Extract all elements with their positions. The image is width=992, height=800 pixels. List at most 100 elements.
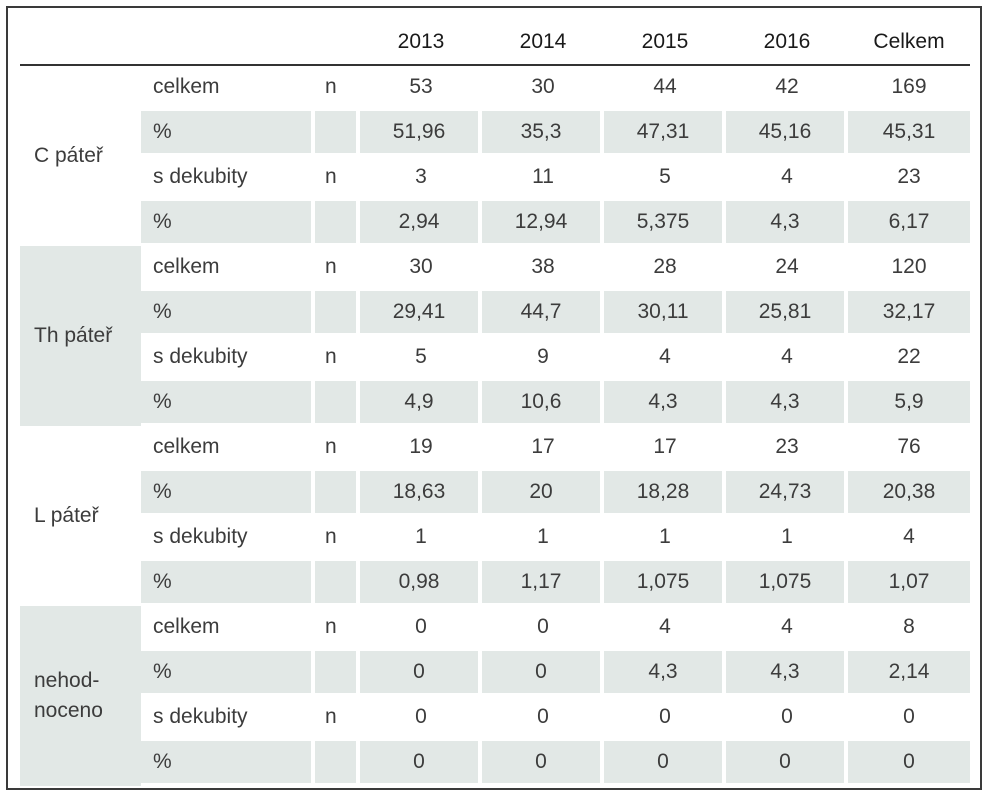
table-row: s dekubity n 1 1 1 1 4: [20, 516, 970, 561]
header-row: 2013 2014 2015 2016 Celkem: [20, 20, 970, 66]
cell-value: 23: [726, 426, 848, 471]
cell-value: 53: [360, 66, 482, 111]
cell-value: 4,3: [604, 651, 726, 696]
cell-value: 10,6: [482, 381, 604, 426]
row-unit: n: [315, 696, 360, 741]
row-unit: [315, 471, 360, 516]
header-total: Celkem: [848, 20, 970, 66]
table-row: % 51,96 35,3 47,31 45,16 45,31: [20, 111, 970, 156]
group-name: Th páteř: [20, 246, 141, 426]
table-frame: 2013 2014 2015 2016 Celkem C páteř celkem…: [6, 6, 982, 790]
cell-value: 4: [726, 156, 848, 201]
cell-value: 2,14: [848, 651, 970, 696]
cell-value: 1: [482, 516, 604, 561]
header-year-2015: 2015: [604, 20, 726, 66]
cell-value: 1: [360, 516, 482, 561]
cell-value: 24,73: [726, 471, 848, 516]
cell-value: 0: [482, 606, 604, 651]
header-year-2013: 2013: [360, 20, 482, 66]
table-row: Th páteř celkem n 30 38 28 24 120: [20, 246, 970, 426]
row-unit: n: [315, 246, 360, 291]
cell-value: 0: [726, 741, 848, 786]
cell-value: 0: [482, 696, 604, 741]
cell-value: 4,9: [360, 381, 482, 426]
cell-value: 24: [726, 246, 848, 291]
cell-value: 6,17: [848, 201, 970, 246]
cell-value: 1,075: [604, 561, 726, 606]
row-label: s dekubity: [141, 336, 315, 381]
cell-value: 0: [848, 696, 970, 741]
cell-value: 0: [604, 741, 726, 786]
cell-value: 23: [848, 156, 970, 201]
header-year-2014: 2014: [482, 20, 604, 66]
cell-value: 4,3: [726, 651, 848, 696]
cell-value: 30,11: [604, 291, 726, 336]
cell-value: 2,94: [360, 201, 482, 246]
table-row: s dekubity n 0 0 0 0 0: [20, 696, 970, 741]
cell-value: 30: [482, 66, 604, 111]
group-name: C páteř: [34, 143, 103, 167]
row-label: celkem: [141, 246, 315, 291]
cell-value: 1,07: [848, 561, 970, 606]
cell-value: 5: [604, 156, 726, 201]
table-row: % 0,98 1,17 1,075 1,075 1,07: [20, 561, 970, 606]
row-label: %: [141, 381, 315, 426]
row-label: %: [141, 561, 315, 606]
cell-value: 4: [604, 606, 726, 651]
cell-value: 5,9: [848, 381, 970, 426]
cell-value: 35,3: [482, 111, 604, 156]
cell-value: 25,81: [726, 291, 848, 336]
cell-value: 17: [604, 426, 726, 471]
cell-value: 4: [726, 336, 848, 381]
cell-value: 4,3: [726, 381, 848, 426]
cell-value: 38: [482, 246, 604, 291]
header-group: [20, 20, 141, 66]
cell-value: 5: [360, 336, 482, 381]
row-label: %: [141, 651, 315, 696]
cell-value: 4: [726, 606, 848, 651]
cell-value: 12,94: [482, 201, 604, 246]
cell-value: 51,96: [360, 111, 482, 156]
cell-value: 0: [360, 741, 482, 786]
cell-value: 44,7: [482, 291, 604, 336]
row-label: %: [141, 471, 315, 516]
cell-value: 47,31: [604, 111, 726, 156]
table-row: % 4,9 10,6 4,3 4,3 5,9: [20, 381, 970, 426]
cell-value: 0: [726, 696, 848, 741]
cell-value: 30: [360, 246, 482, 291]
cell-value: 1: [726, 516, 848, 561]
table-row: % 18,63 20 18,28 24,73 20,38: [20, 471, 970, 516]
row-unit: n: [315, 516, 360, 561]
cell-value: 28: [604, 246, 726, 291]
group-name: L páteř: [34, 503, 99, 527]
row-label: %: [141, 111, 315, 156]
row-unit: [315, 201, 360, 246]
cell-value: 42: [726, 66, 848, 111]
cell-value: 4: [848, 516, 970, 561]
row-unit: n: [315, 606, 360, 651]
row-unit: n: [315, 156, 360, 201]
row-unit: [315, 111, 360, 156]
data-table: 2013 2014 2015 2016 Celkem C páteř celkem…: [20, 20, 970, 786]
row-label: %: [141, 291, 315, 336]
group-name-line: noceno: [34, 699, 103, 722]
cell-value: 45,16: [726, 111, 848, 156]
cell-value: 8: [848, 606, 970, 651]
table-row: % 0 0 0 0 0: [20, 741, 970, 786]
cell-value: 4,3: [726, 201, 848, 246]
row-unit: n: [315, 66, 360, 111]
cell-value: 1,075: [726, 561, 848, 606]
cell-value: 5,375: [604, 201, 726, 246]
row-unit: [315, 741, 360, 786]
cell-value: 0: [360, 696, 482, 741]
cell-value: 20: [482, 471, 604, 516]
cell-value: 11: [482, 156, 604, 201]
row-label: celkem: [141, 426, 315, 471]
cell-value: 18,63: [360, 471, 482, 516]
row-unit: n: [315, 336, 360, 381]
table-row: s dekubity n 3 11 5 4 23: [20, 156, 970, 201]
cell-value: 120: [848, 246, 970, 291]
header-unit: [315, 20, 360, 66]
cell-value: 17: [482, 426, 604, 471]
table-row: % 2,94 12,94 5,375 4,3 6,17: [20, 201, 970, 246]
